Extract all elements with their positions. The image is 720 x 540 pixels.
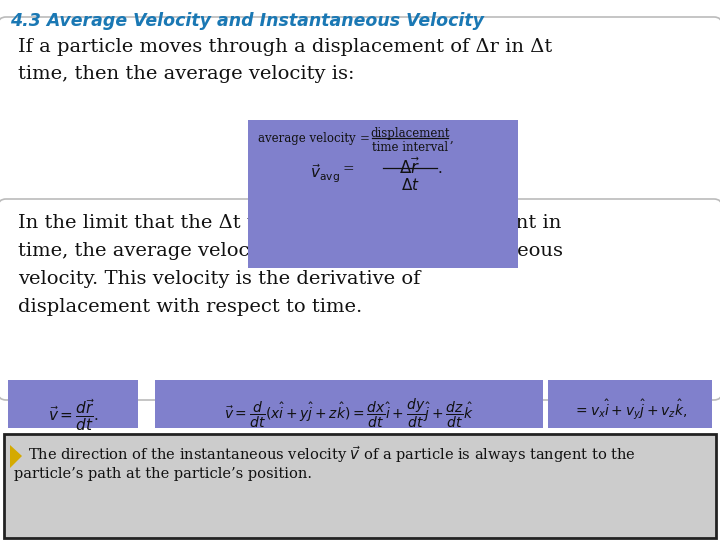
Text: ,: , bbox=[450, 132, 454, 145]
Text: time, the average velocity is approaches instantaneous: time, the average velocity is approaches… bbox=[18, 242, 563, 260]
FancyBboxPatch shape bbox=[548, 380, 712, 428]
Text: time interval: time interval bbox=[372, 141, 448, 154]
Text: $\Delta t$: $\Delta t$ bbox=[400, 177, 420, 193]
FancyBboxPatch shape bbox=[0, 17, 720, 278]
Text: $= v_x\hat{i} + v_y\hat{j} + v_z\hat{k},$: $= v_x\hat{i} + v_y\hat{j} + v_z\hat{k},… bbox=[573, 397, 687, 422]
Text: velocity. This velocity is the derivative of: velocity. This velocity is the derivativ… bbox=[18, 270, 420, 288]
Text: displacement with respect to time.: displacement with respect to time. bbox=[18, 298, 362, 316]
Text: In the limit that the Δt time shrinks to a single point in: In the limit that the Δt time shrinks to… bbox=[18, 214, 562, 232]
Text: particle’s path at the particle’s position.: particle’s path at the particle’s positi… bbox=[14, 467, 312, 481]
Text: $\vec{v}_{\mathrm{avg}}$: $\vec{v}_{\mathrm{avg}}$ bbox=[310, 162, 340, 185]
FancyBboxPatch shape bbox=[248, 120, 518, 268]
Text: =: = bbox=[343, 162, 355, 176]
Text: displacement: displacement bbox=[370, 127, 450, 140]
FancyBboxPatch shape bbox=[4, 434, 716, 538]
Text: The direction of the instantaneous velocity $\vec{v}$ of a particle is always ta: The direction of the instantaneous veloc… bbox=[28, 444, 636, 465]
Text: $\Delta\vec{r}$: $\Delta\vec{r}$ bbox=[400, 158, 420, 179]
Text: If a particle moves through a displacement of Δr in Δt: If a particle moves through a displaceme… bbox=[18, 38, 552, 56]
Polygon shape bbox=[10, 445, 22, 468]
FancyBboxPatch shape bbox=[155, 380, 543, 428]
Text: average velocity: average velocity bbox=[258, 132, 356, 145]
Text: time, then the average velocity is:: time, then the average velocity is: bbox=[18, 65, 354, 83]
FancyBboxPatch shape bbox=[0, 199, 720, 400]
Text: .: . bbox=[438, 162, 443, 176]
Text: =: = bbox=[360, 132, 370, 145]
FancyBboxPatch shape bbox=[8, 380, 138, 428]
Text: $\vec{v} = \dfrac{d}{dt}(x\hat{i} + y\hat{j} + z\hat{k}) = \dfrac{dx}{dt}\hat{i}: $\vec{v} = \dfrac{d}{dt}(x\hat{i} + y\ha… bbox=[224, 397, 474, 430]
Text: 4.3 Average Velocity and Instantaneous Velocity: 4.3 Average Velocity and Instantaneous V… bbox=[10, 12, 484, 30]
Text: $\vec{v} = \dfrac{d\vec{r}}{dt}$.: $\vec{v} = \dfrac{d\vec{r}}{dt}$. bbox=[48, 397, 99, 433]
